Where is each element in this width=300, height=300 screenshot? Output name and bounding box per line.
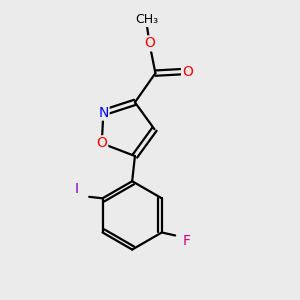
Text: O: O	[182, 64, 193, 79]
Text: CH₃: CH₃	[135, 13, 158, 26]
Text: F: F	[182, 234, 190, 248]
Text: I: I	[74, 182, 78, 196]
Text: O: O	[144, 36, 155, 50]
Text: N: N	[98, 106, 109, 120]
Text: O: O	[96, 136, 107, 150]
